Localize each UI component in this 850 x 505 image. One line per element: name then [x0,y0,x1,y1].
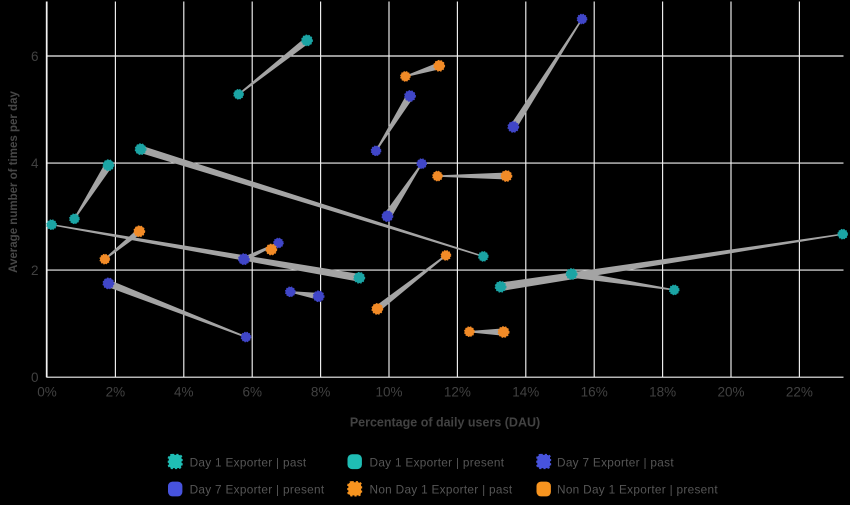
svg-text:2%: 2% [106,385,126,400]
svg-text:0%: 0% [37,385,57,400]
svg-text:6: 6 [31,49,39,64]
svg-text:2: 2 [31,263,39,278]
svg-text:Day 1 Exporter | present: Day 1 Exporter | present [370,455,505,469]
svg-text:4%: 4% [174,385,194,400]
svg-text:10%: 10% [375,385,402,400]
svg-text:12%: 12% [444,385,471,400]
svg-text:8%: 8% [311,385,331,400]
svg-text:18%: 18% [649,385,676,400]
svg-text:22%: 22% [786,385,813,400]
svg-text:0: 0 [31,370,39,385]
svg-text:Day 1 Exporter | past: Day 1 Exporter | past [190,455,307,469]
svg-text:Day 7 Exporter | past: Day 7 Exporter | past [557,455,674,469]
svg-text:Day 7 Exporter | present: Day 7 Exporter | present [190,483,325,497]
svg-text:14%: 14% [512,385,539,400]
svg-text:20%: 20% [717,385,744,400]
svg-text:Non Day 1 Exporter | past: Non Day 1 Exporter | past [370,483,513,497]
svg-text:4: 4 [31,156,39,171]
svg-text:16%: 16% [581,385,608,400]
svg-text:Percentage of daily users (DAU: Percentage of daily users (DAU) [350,416,540,430]
svg-text:Average number of times per da: Average number of times per day [8,91,20,273]
svg-text:Non Day 1 Exporter | present: Non Day 1 Exporter | present [557,483,718,497]
svg-text:6%: 6% [242,385,262,400]
